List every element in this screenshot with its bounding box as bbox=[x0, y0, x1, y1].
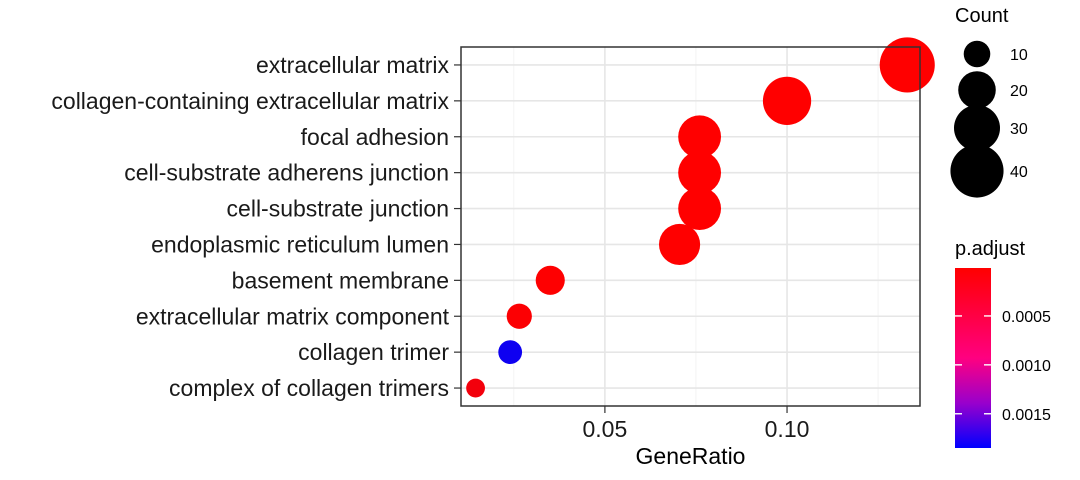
plot-border bbox=[460, 46, 921, 407]
data-point bbox=[678, 115, 722, 159]
data-point bbox=[658, 223, 701, 266]
color-legend-label: 0.0015 bbox=[1002, 407, 1051, 424]
x-tick-label: 0.10 bbox=[765, 416, 810, 442]
size-legend-symbol bbox=[958, 71, 996, 109]
color-legend-title: p.adjust bbox=[955, 238, 1025, 260]
size-legend-symbol bbox=[953, 104, 1001, 152]
color-legend-label: 0.0010 bbox=[1002, 358, 1051, 375]
size-legend-label: 10 bbox=[1010, 47, 1028, 64]
y-tick-label: collagen trimer bbox=[298, 339, 449, 365]
y-tick-label: cell-substrate junction bbox=[227, 196, 449, 222]
data-point bbox=[678, 151, 722, 195]
data-point bbox=[506, 303, 532, 329]
data-point bbox=[879, 37, 935, 93]
y-tick-label: focal adhesion bbox=[301, 124, 449, 150]
y-tick-labels: extracellular matrix collagen-containing … bbox=[51, 52, 461, 401]
size-legend-label: 40 bbox=[1010, 164, 1028, 181]
data-point bbox=[762, 76, 812, 125]
y-tick-label: endoplasmic reticulum lumen bbox=[151, 231, 449, 257]
y-tick-label: complex of collagen trimers bbox=[169, 375, 449, 401]
size-legend-symbol bbox=[963, 40, 991, 68]
size-legend: 10 20 30 40 bbox=[950, 40, 1028, 198]
size-legend-title: Count bbox=[955, 5, 1009, 27]
color-legend-label: 0.0005 bbox=[1002, 309, 1051, 326]
y-tick-label: extracellular matrix bbox=[256, 52, 449, 78]
x-axis-title: GeneRatio bbox=[636, 443, 746, 469]
size-legend-label: 20 bbox=[1010, 83, 1028, 100]
y-tick-label: basement membrane bbox=[232, 267, 449, 293]
size-legend-symbol bbox=[950, 144, 1004, 198]
y-tick-label: collagen-containing extracellular matrix bbox=[51, 88, 449, 114]
x-tick-labels: 0.05 0.10 bbox=[583, 406, 810, 442]
x-tick-label: 0.05 bbox=[583, 416, 628, 442]
y-tick-label: extracellular matrix component bbox=[136, 303, 450, 329]
data-point bbox=[498, 340, 523, 365]
data-point bbox=[678, 187, 722, 230]
color-legend-bar bbox=[955, 268, 991, 448]
data-points bbox=[466, 37, 935, 398]
data-point bbox=[535, 265, 565, 295]
y-tick-label: cell-substrate adherens junction bbox=[124, 160, 449, 186]
size-legend-label: 30 bbox=[1010, 121, 1028, 138]
data-point bbox=[466, 378, 485, 398]
color-legend-ticks: 0.0005 0.0010 0.0015 bbox=[955, 309, 1051, 424]
